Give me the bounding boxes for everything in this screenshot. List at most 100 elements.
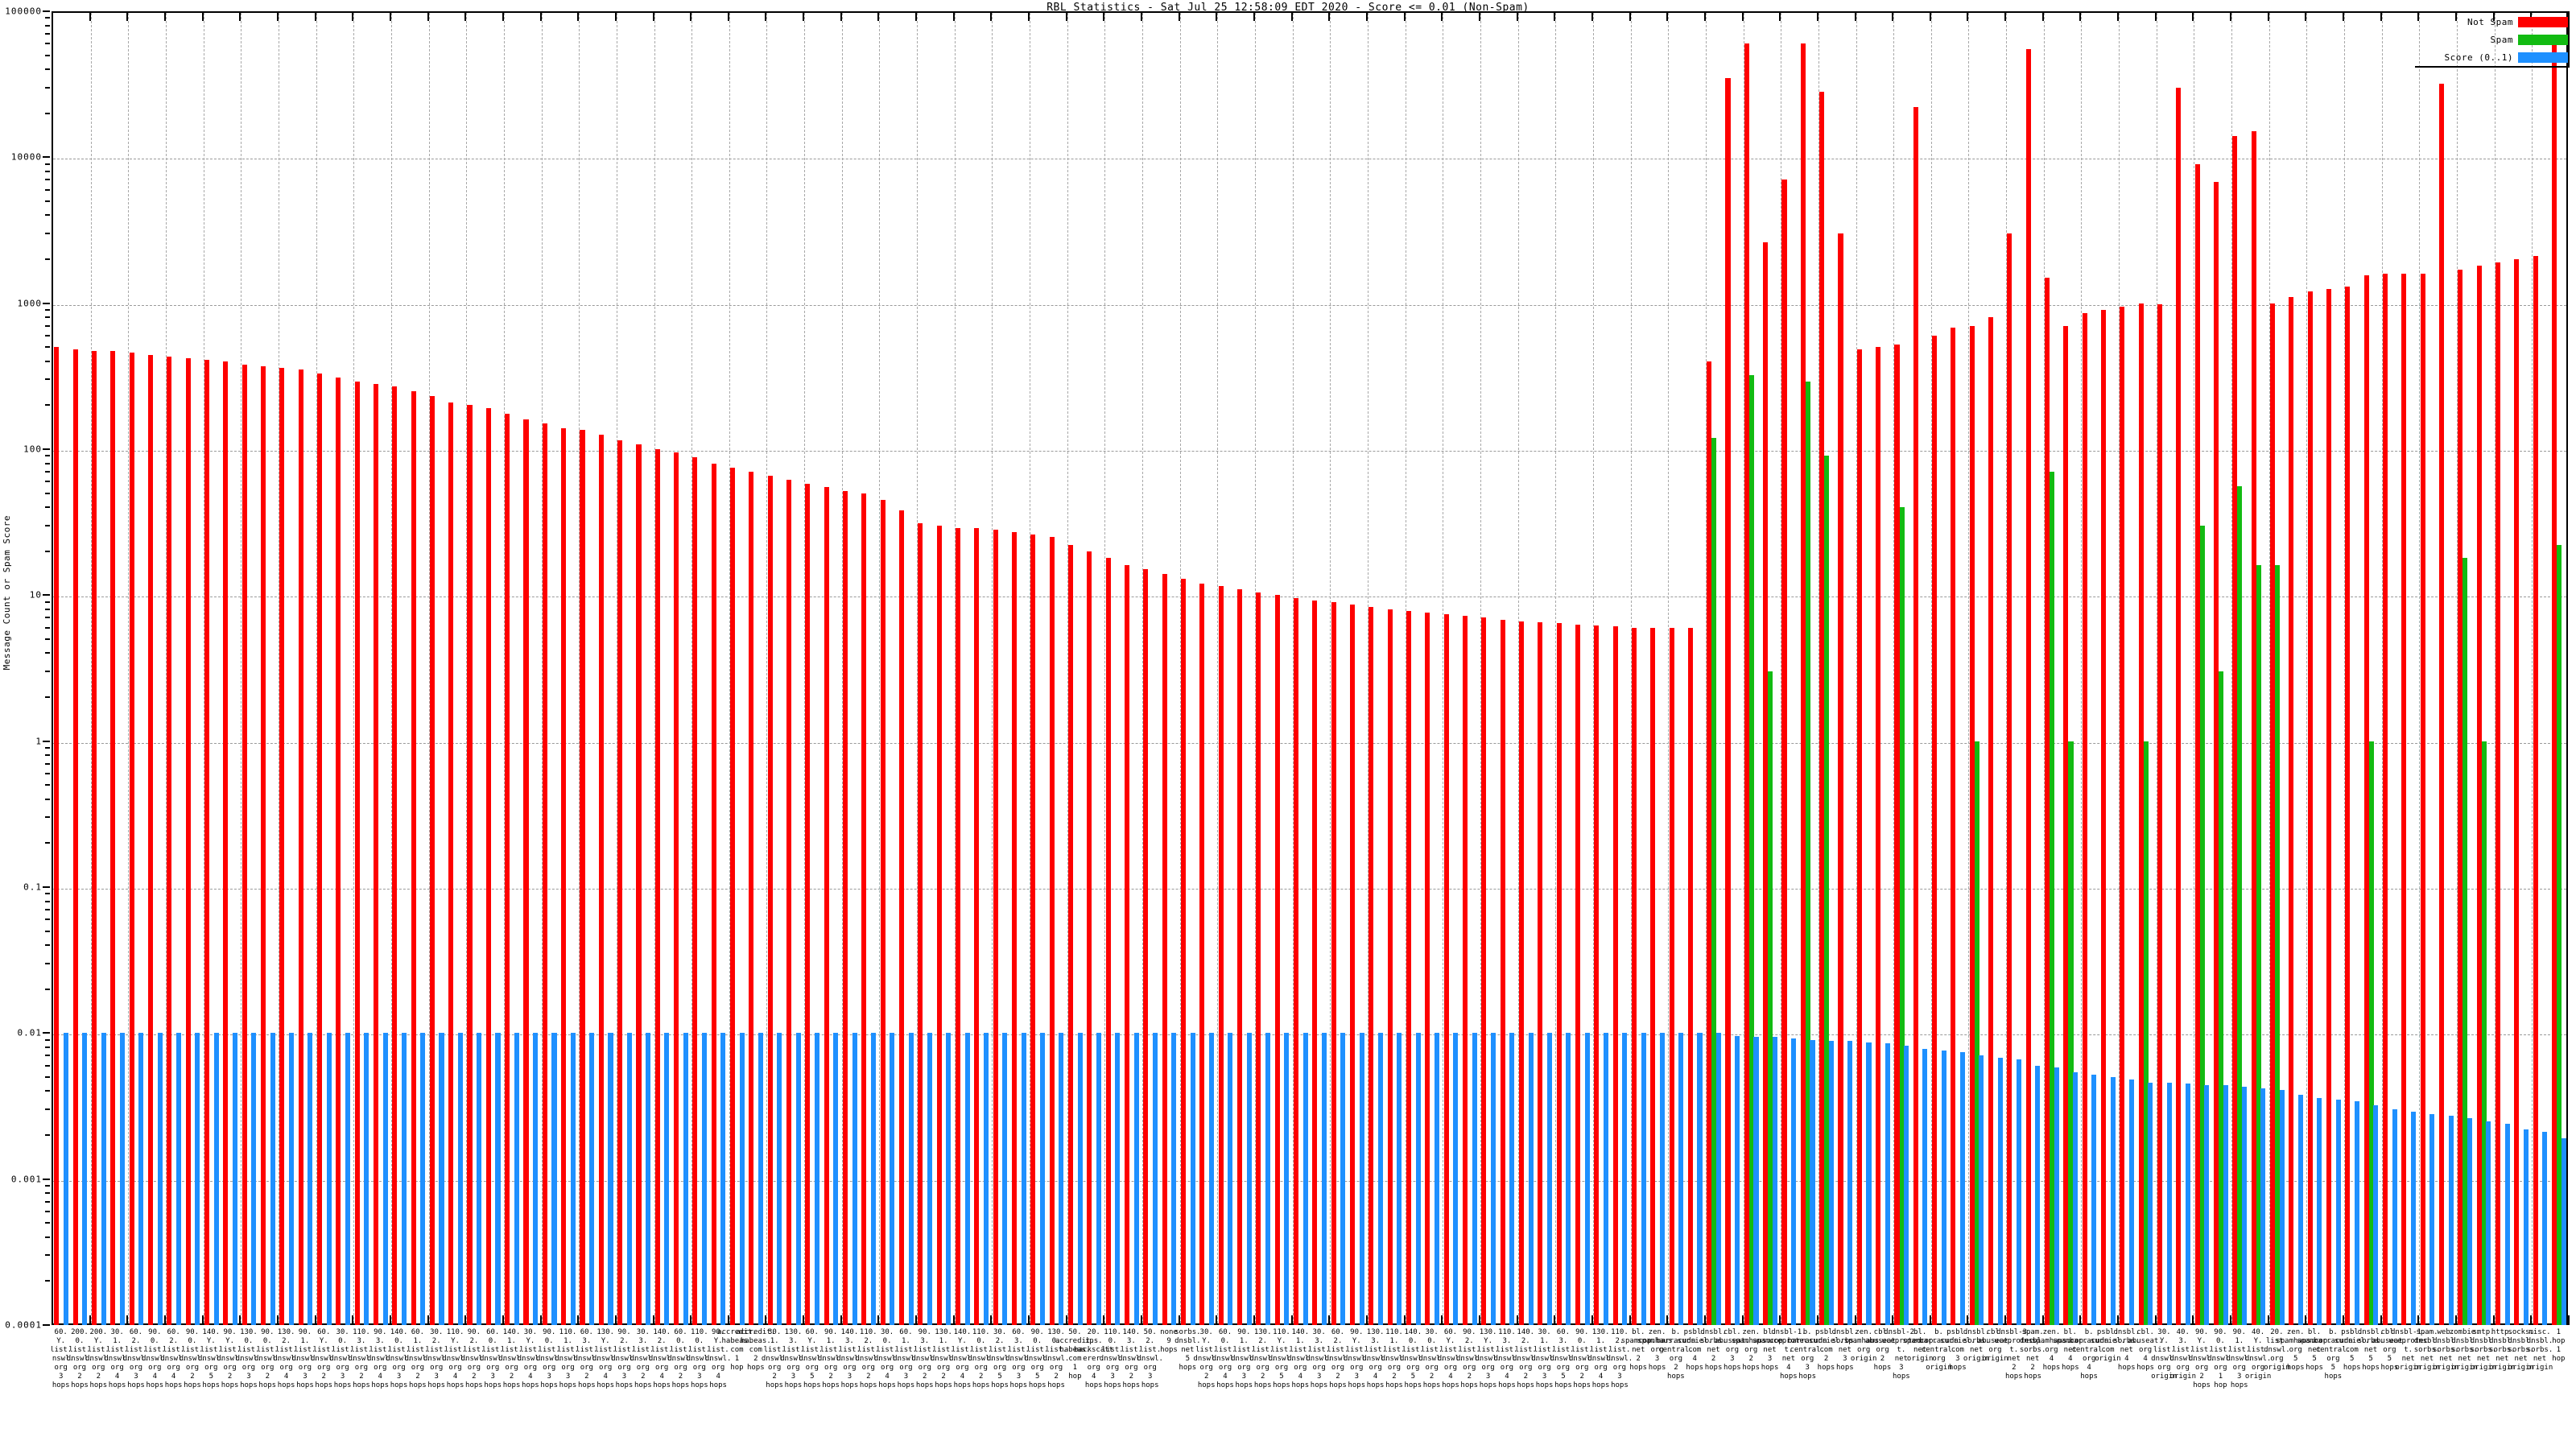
bar-score[interactable] [2110,1076,2116,1325]
bar-score[interactable] [570,1033,576,1325]
bar-group[interactable] [859,11,877,1325]
bar-not-spam[interactable] [918,523,923,1325]
bar-score[interactable] [2335,1100,2341,1325]
bar-not-spam[interactable] [2533,256,2538,1325]
bar-score[interactable] [1321,1033,1327,1325]
bar-score[interactable] [1772,1037,1777,1325]
bar-group[interactable] [1610,11,1629,1325]
bar-group[interactable] [1235,11,1253,1325]
bar-group[interactable] [1835,11,1854,1325]
bar-score[interactable] [2242,1086,2248,1325]
bar-group[interactable] [1554,11,1572,1325]
bar-score[interactable] [2317,1097,2322,1325]
bar-not-spam[interactable] [1387,609,1393,1325]
bar-group[interactable] [2455,11,2474,1325]
bar-spam[interactable] [2199,525,2205,1325]
bar-not-spam[interactable] [1518,621,1524,1325]
bar-score[interactable] [720,1033,726,1325]
bar-group[interactable] [615,11,634,1325]
bar-group[interactable] [1629,11,1648,1325]
bar-not-spam[interactable] [1406,610,1411,1325]
bar-group[interactable] [540,11,559,1325]
bar-not-spam[interactable] [167,357,172,1325]
bar-group[interactable] [1046,11,1065,1325]
bar-score[interactable] [533,1033,539,1325]
bar-not-spam[interactable] [1481,617,1487,1325]
bar-group[interactable] [877,11,896,1325]
bar-not-spam[interactable] [2476,266,2482,1325]
bar-group[interactable] [1761,11,1779,1325]
bar-group[interactable] [333,11,352,1325]
bar-not-spam[interactable] [2438,83,2445,1325]
bar-score[interactable] [1002,1033,1008,1325]
bar-not-spam[interactable] [2326,289,2332,1325]
bar-not-spam[interactable] [2270,303,2276,1325]
bar-not-spam[interactable] [1744,43,1749,1325]
bar-not-spam[interactable] [1236,588,1242,1325]
bar-not-spam[interactable] [2289,297,2294,1325]
bar-score[interactable] [927,1033,933,1325]
bar-not-spam[interactable] [1556,623,1562,1325]
bar-score[interactable] [138,1033,144,1325]
bar-group[interactable] [972,11,990,1325]
bar-group[interactable] [521,11,539,1325]
bar-group[interactable] [2174,11,2192,1325]
bar-group[interactable] [746,11,765,1325]
bar-not-spam[interactable] [1631,627,1637,1325]
bar-not-spam[interactable] [2214,181,2219,1325]
bar-not-spam[interactable] [749,472,754,1325]
bar-not-spam[interactable] [185,357,191,1325]
bar-score[interactable] [1152,1033,1158,1325]
bar-group[interactable] [1385,11,1403,1325]
bar-score[interactable] [2354,1101,2360,1325]
bar-not-spam[interactable] [936,525,942,1325]
bar-spam[interactable] [1974,741,1979,1325]
bar-group[interactable] [1855,11,1873,1325]
bar-score[interactable] [2223,1085,2228,1325]
bar-score[interactable] [758,1033,764,1325]
bar-score[interactable] [1190,1033,1195,1325]
bar-score[interactable] [1828,1041,1834,1325]
bar-score[interactable] [2148,1082,2153,1325]
bar-score[interactable] [646,1033,651,1325]
bar-group[interactable] [352,11,370,1325]
bar-not-spam[interactable] [1087,551,1092,1325]
bar-group[interactable] [1197,11,1216,1325]
bar-spam[interactable] [2068,741,2074,1325]
bar-group[interactable] [653,11,671,1325]
bar-group[interactable] [1291,11,1310,1325]
bar-not-spam[interactable] [1030,535,1036,1325]
bar-group[interactable] [1028,11,1046,1325]
bar-score[interactable] [2392,1109,2397,1325]
bar-score[interactable] [683,1033,688,1325]
bar-not-spam[interactable] [2157,304,2163,1325]
bar-not-spam[interactable] [129,352,134,1325]
bar-score[interactable] [2204,1085,2210,1325]
bar-score[interactable] [514,1033,519,1325]
bar-not-spam[interactable] [1538,622,1543,1325]
bar-group[interactable] [1967,11,1985,1325]
bar-not-spam[interactable] [467,405,473,1325]
bar-group[interactable] [390,11,408,1325]
bar-score[interactable] [1960,1052,1966,1325]
bar-spam[interactable] [1899,507,1905,1325]
bar-score[interactable] [1377,1033,1383,1325]
bar-not-spam[interactable] [2120,306,2125,1325]
bar-not-spam[interactable] [1180,578,1187,1325]
bar-not-spam[interactable] [1293,598,1298,1325]
bar-score[interactable] [1997,1057,2003,1325]
bar-group[interactable] [934,11,952,1325]
bar-group[interactable] [1348,11,1366,1325]
bar-not-spam[interactable] [2401,273,2407,1325]
bar-not-spam[interactable] [279,368,285,1325]
bar-not-spam[interactable] [1124,565,1130,1325]
bar-group[interactable] [2099,11,2117,1325]
bar-group[interactable] [1179,11,1197,1325]
bar-score[interactable] [1490,1033,1496,1325]
bar-group[interactable] [1253,11,1272,1325]
bar-not-spam[interactable] [2101,309,2107,1325]
bar-not-spam[interactable] [2307,291,2313,1325]
bar-not-spam[interactable] [767,475,773,1325]
bar-not-spam[interactable] [542,423,547,1325]
bar-score[interactable] [1659,1033,1665,1325]
